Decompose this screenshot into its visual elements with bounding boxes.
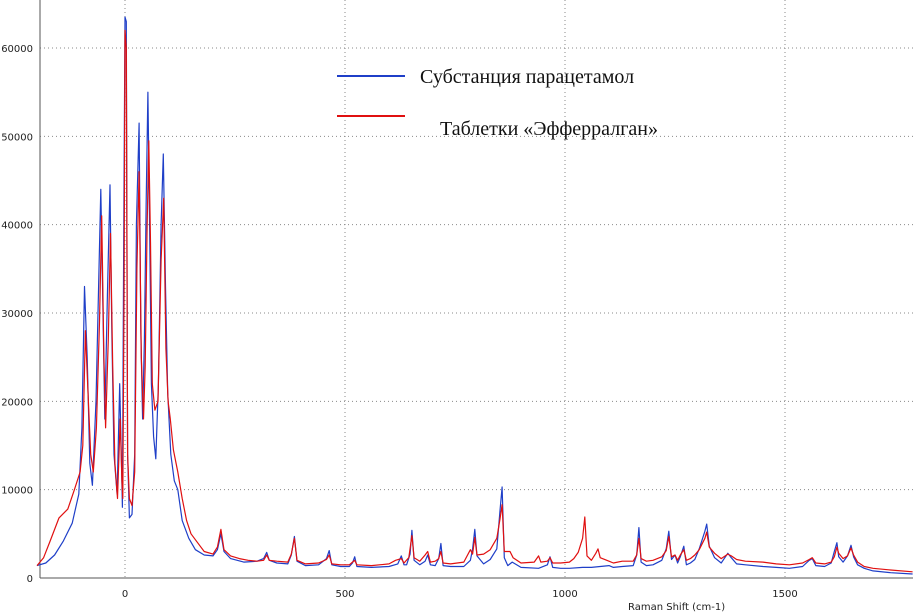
legend-label-series-1: Субстанция парацетамол xyxy=(420,66,634,88)
axes xyxy=(39,0,913,579)
x-tick-label: 1000 xyxy=(552,589,577,600)
grid xyxy=(40,0,913,578)
x-tick-label: 0 xyxy=(122,589,128,600)
x-tick-label: 1500 xyxy=(772,589,797,600)
y-tick-label: 30000 xyxy=(1,309,33,320)
x-tick-label: 500 xyxy=(335,589,354,600)
series-lines xyxy=(36,16,913,575)
series-line-1 xyxy=(36,16,913,575)
legend: Субстанция парацетамол Таблетки «Эфферра… xyxy=(337,66,658,140)
series-line-2 xyxy=(36,29,913,573)
y-tick-label: 10000 xyxy=(1,486,33,497)
y-tick-label: 50000 xyxy=(1,132,33,143)
y-tick-label: 20000 xyxy=(1,397,33,408)
x-axis-title: Raman Shift (cm-1) xyxy=(628,602,725,613)
legend-label-series-2: Таблетки «Эфферралган» xyxy=(440,118,658,140)
tick-labels: 0 500 1000 1500 0 10000 20000 30000 40000 50000 60… xyxy=(1,44,798,600)
y-tick-label: 60000 xyxy=(1,44,33,55)
y-tick-label: 40000 xyxy=(1,221,33,232)
y-tick-label: 0 xyxy=(27,574,33,585)
